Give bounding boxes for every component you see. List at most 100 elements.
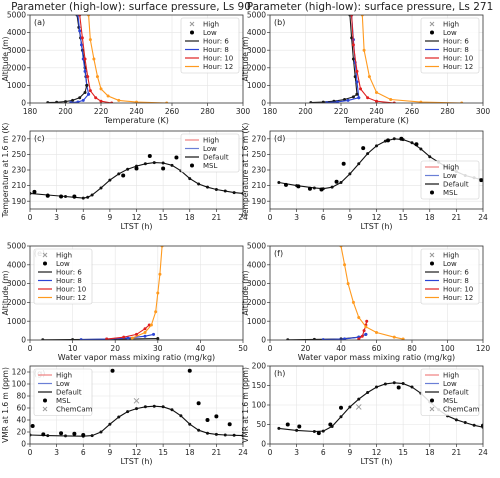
x-tick-label: 3: [294, 448, 299, 457]
legend-label: Hour: 8: [56, 277, 82, 285]
y-axis-label: Altitude (m): [241, 271, 250, 316]
series-point: [343, 97, 347, 101]
x-tick-label: 120: [476, 344, 491, 353]
x-tick-label: 21: [452, 213, 462, 222]
x-tick-label: 10: [68, 344, 78, 353]
y-axis-label: Altitude (m): [241, 37, 250, 82]
series-point: [106, 94, 110, 98]
legend-label: Default: [443, 389, 469, 397]
y-tick-label: 50: [256, 420, 266, 429]
x-tick-label: 18: [425, 213, 435, 222]
series-point: [312, 186, 316, 190]
plot-frame: [29, 245, 244, 341]
y-tick-label: 100: [252, 401, 267, 410]
y-tick-label: 230: [252, 166, 267, 175]
x-tick-label: 15: [398, 213, 408, 222]
series-point: [312, 430, 316, 434]
msl-point: [334, 179, 339, 184]
x-tick-label: 260: [165, 107, 180, 116]
x-tick-label: 20: [110, 344, 120, 353]
legend-label: Hour: 12: [443, 294, 473, 302]
legend-label: High: [56, 252, 72, 260]
series-point: [64, 434, 67, 438]
series-point: [78, 29, 82, 33]
msl-point: [414, 142, 419, 147]
y-tick-label: 4000: [7, 260, 26, 269]
y-tick-label: 190: [252, 197, 267, 206]
series-point: [41, 338, 45, 340]
legend-label: Low: [203, 145, 217, 153]
y-tick-label: 0: [21, 336, 26, 345]
series-point: [346, 282, 350, 286]
series-point: [99, 430, 103, 434]
series-point: [277, 426, 281, 430]
series-point: [117, 98, 121, 102]
y-tick-label: 80: [16, 392, 26, 401]
legend-label: ChemCam: [443, 406, 480, 414]
series-point: [355, 92, 359, 96]
x-tick-label: 180: [263, 107, 278, 116]
series-point: [117, 172, 121, 176]
legend-label: Low: [443, 260, 457, 268]
series-point: [357, 162, 361, 166]
series-point: [321, 338, 325, 340]
legend-label: Hour: 6: [56, 269, 82, 277]
x-tick-label: 12: [372, 448, 382, 457]
msl-point: [297, 424, 302, 429]
msl-point: [316, 431, 321, 436]
series-point: [355, 80, 359, 84]
legend-swatch: [43, 398, 47, 403]
y-tick-label: 2000: [7, 63, 26, 72]
series-point: [392, 381, 396, 385]
series-point: [419, 147, 423, 151]
msl-point: [72, 431, 77, 436]
series-point: [366, 391, 370, 395]
legend-label: High: [443, 21, 459, 29]
x-tick-label: 0: [268, 448, 273, 457]
y-tick-label: 5000: [7, 11, 26, 20]
series-point: [321, 429, 325, 433]
panel-label: (d): [274, 134, 285, 143]
x-tick-label: 24: [478, 448, 488, 457]
x-tick-label: 0: [28, 213, 33, 222]
series-point: [149, 323, 153, 327]
series-point: [410, 141, 414, 145]
series-point: [152, 332, 156, 336]
series-point: [232, 191, 236, 195]
series-point: [126, 410, 130, 414]
series-point: [348, 172, 352, 176]
msl-point: [45, 193, 50, 198]
plot-frame: [29, 130, 244, 210]
x-tick-label: 200: [298, 107, 313, 116]
x-tick-label: 6: [81, 448, 86, 457]
y-axis-label: Temperature at 1.6 m (K): [1, 123, 10, 219]
series-point: [321, 100, 325, 103]
x-tick-label: 6: [81, 213, 86, 222]
y-tick-label: 100: [12, 380, 27, 389]
legend-label: Hour: 6: [203, 38, 229, 46]
legend-label: High: [56, 372, 72, 380]
series-point: [206, 185, 209, 189]
legend-label: Hour: 6: [443, 38, 469, 46]
x-tick-label: 280: [200, 107, 215, 116]
series-point: [105, 337, 109, 340]
series-point: [152, 161, 156, 165]
series-point: [375, 330, 378, 334]
legend-label: High: [443, 252, 459, 260]
y-tick-label: 60: [16, 404, 26, 413]
series-point: [357, 315, 361, 319]
y-tick-label: 2000: [7, 298, 26, 307]
series-point: [197, 182, 201, 186]
y-tick-label: 4000: [7, 28, 26, 37]
series-point: [80, 36, 84, 40]
y-tick-label: 1000: [7, 317, 26, 326]
y-tick-label: 5000: [247, 242, 266, 251]
series-group: [309, 15, 464, 103]
msl-point: [32, 189, 37, 194]
series-point: [330, 185, 334, 189]
panel-f: 0 20 40 60 80 100 120 0 1000 2000 3000 4000 5000 (f) W…: [241, 242, 490, 362]
series-point: [71, 98, 75, 102]
msl-point: [59, 431, 64, 436]
msl-point: [339, 405, 343, 410]
